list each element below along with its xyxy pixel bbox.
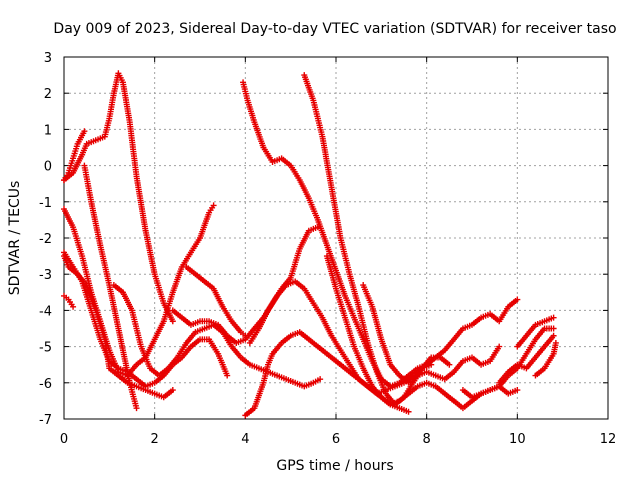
series-track-2 (61, 70, 176, 325)
x-axis: 0 2 4 6 8 10 12 (60, 57, 616, 447)
series-track-6 (61, 253, 176, 401)
y-tick-label: 1 (44, 123, 52, 138)
y-tick-label: 3 (44, 51, 52, 66)
data-point-marks (360, 282, 503, 386)
data-point-marks (532, 339, 559, 379)
x-tick-label: 12 (600, 432, 617, 447)
x-tick-label: 6 (332, 432, 340, 447)
data-point-marks (301, 72, 453, 408)
y-axis: -7 -6 -5 -4 -3 -2 -1 0 1 2 3 (39, 51, 608, 428)
series-track-16 (242, 329, 412, 419)
series-track-20 (514, 314, 557, 350)
data-point-marks (110, 282, 324, 390)
x-axis-label: GPS time / hours (276, 458, 393, 474)
series-track-17 (459, 325, 557, 401)
y-tick-label: -4 (39, 304, 52, 319)
data-point-marks (514, 314, 557, 350)
series-track-15 (360, 282, 503, 386)
series-track-19 (532, 339, 559, 379)
chart-title: Day 009 of 2023, Sidereal Day-to-day VTE… (53, 21, 616, 37)
x-tick-label: 0 (60, 432, 68, 447)
y-tick-label: -5 (39, 341, 52, 356)
y-tick-label: -1 (39, 196, 52, 211)
data-point-marks (81, 162, 140, 412)
y-axis-label: SDTVAR / TECUs (7, 181, 23, 296)
y-tick-label: -3 (39, 268, 52, 283)
y-tick-label: -6 (39, 377, 52, 392)
series-track-7 (61, 292, 77, 310)
data-point-marks (61, 292, 77, 310)
series-track-18 (496, 332, 557, 386)
data-point-marks (183, 263, 249, 339)
x-tick-label: 8 (423, 432, 431, 447)
series-track-8 (110, 282, 324, 390)
y-tick-label: 2 (44, 87, 52, 102)
y-tick-label: -7 (39, 413, 52, 428)
y-tick-label: -2 (39, 232, 52, 247)
data-point-marks (459, 325, 557, 401)
data-point-marks (496, 332, 557, 386)
x-tick-label: 4 (241, 432, 249, 447)
data-point-marks (61, 253, 176, 401)
data-point-marks (61, 70, 176, 325)
series-track-14 (323, 253, 521, 412)
series-track-13 (301, 72, 453, 408)
data-point-marks (323, 253, 521, 412)
series-track-3 (81, 162, 140, 412)
y-tick-label: 0 (44, 160, 52, 175)
series-track-9 (183, 263, 249, 339)
x-tick-label: 2 (151, 432, 159, 447)
x-tick-label: 10 (509, 432, 526, 447)
data-point-marks (242, 329, 412, 419)
data-marks (61, 70, 559, 419)
